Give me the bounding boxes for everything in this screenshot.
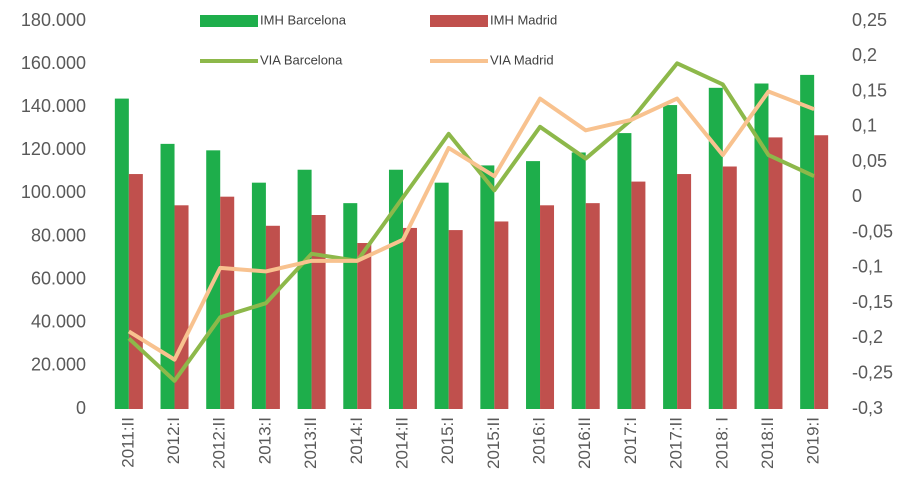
x-tick-label: 2011:II bbox=[118, 417, 137, 468]
y-tick-label: 60.000 bbox=[31, 268, 86, 288]
y2-tick-label: 0,1 bbox=[852, 116, 877, 136]
y2-tick-label: -0,2 bbox=[852, 327, 883, 347]
legend-label: VIA Madrid bbox=[490, 52, 554, 67]
bar bbox=[663, 105, 678, 410]
x-tick-label: 2019:I bbox=[804, 417, 823, 464]
x-tick-label: 2015:II bbox=[484, 417, 503, 469]
x-tick-label: 2014:I bbox=[347, 417, 366, 464]
bar bbox=[722, 166, 737, 409]
y2-tick-label: -0,25 bbox=[852, 362, 893, 382]
bar bbox=[526, 161, 541, 409]
legend-swatch bbox=[430, 15, 488, 27]
bar bbox=[585, 203, 600, 409]
bar bbox=[480, 165, 495, 409]
bar bbox=[114, 98, 129, 409]
x-tick-label: 2017:II bbox=[667, 417, 686, 469]
legend-label: IMH Barcelona bbox=[260, 12, 347, 27]
y2-tick-label: 0,2 bbox=[852, 45, 877, 65]
bar bbox=[311, 215, 326, 409]
y-tick-label: 180.000 bbox=[21, 10, 86, 30]
bar bbox=[343, 203, 358, 409]
y2-tick-label: -0,15 bbox=[852, 292, 893, 312]
y-tick-label: 100.000 bbox=[21, 182, 86, 202]
y2-tick-label: 0,25 bbox=[852, 10, 887, 30]
bar bbox=[677, 174, 692, 409]
bar bbox=[220, 196, 235, 409]
x-tick-label: 2018:II bbox=[758, 417, 777, 469]
bar bbox=[388, 169, 403, 409]
x-tick-label: 2013:I bbox=[255, 417, 274, 464]
y-tick-label: 0 bbox=[76, 398, 86, 418]
y-tick-label: 20.000 bbox=[31, 355, 86, 375]
line bbox=[127, 89, 815, 362]
bar bbox=[768, 137, 783, 409]
x-tick-label: 2012:II bbox=[210, 417, 229, 469]
y2-tick-label: -0,05 bbox=[852, 221, 893, 241]
bar bbox=[251, 182, 266, 409]
bar bbox=[297, 169, 312, 409]
bar bbox=[174, 205, 189, 409]
bar bbox=[434, 182, 449, 409]
x-tick-label: 2014:II bbox=[392, 417, 411, 469]
y-tick-label: 80.000 bbox=[31, 225, 86, 245]
y2-tick-label: -0,1 bbox=[852, 257, 883, 277]
bar bbox=[160, 143, 175, 409]
bar bbox=[540, 205, 555, 409]
legend-swatch bbox=[200, 15, 258, 27]
bar bbox=[494, 221, 509, 409]
legend-label: VIA Barcelona bbox=[260, 52, 343, 67]
x-tick-label: 2015:I bbox=[438, 417, 457, 464]
y2-tick-label: 0,05 bbox=[852, 151, 887, 171]
y2-tick-label: -0,3 bbox=[852, 398, 883, 418]
y-tick-label: 160.000 bbox=[21, 53, 86, 73]
x-tick-label: 2017:I bbox=[621, 417, 640, 464]
y-tick-label: 120.000 bbox=[21, 139, 86, 159]
x-tick-label: 2012:I bbox=[164, 417, 183, 464]
bar bbox=[128, 174, 143, 409]
bar bbox=[265, 225, 280, 409]
x-tick-label: 2013:II bbox=[301, 417, 320, 469]
bar bbox=[617, 133, 632, 410]
x-tick-label: 2018: I bbox=[712, 417, 731, 469]
y2-tick-label: 0,15 bbox=[852, 80, 887, 100]
bar bbox=[800, 74, 815, 409]
bar bbox=[402, 227, 417, 409]
bar bbox=[708, 87, 723, 410]
bar bbox=[814, 135, 829, 409]
bar bbox=[571, 152, 586, 409]
bar bbox=[357, 243, 372, 409]
y2-tick-label: 0 bbox=[852, 186, 862, 206]
x-tick-label: 2016:II bbox=[575, 417, 594, 469]
y-tick-label: 140.000 bbox=[21, 96, 86, 116]
bar bbox=[631, 181, 646, 409]
bar bbox=[448, 230, 463, 409]
y-tick-label: 40.000 bbox=[31, 312, 86, 332]
legend-label: IMH Madrid bbox=[490, 12, 557, 27]
x-tick-label: 2016:I bbox=[530, 417, 549, 464]
bar bbox=[754, 83, 769, 409]
